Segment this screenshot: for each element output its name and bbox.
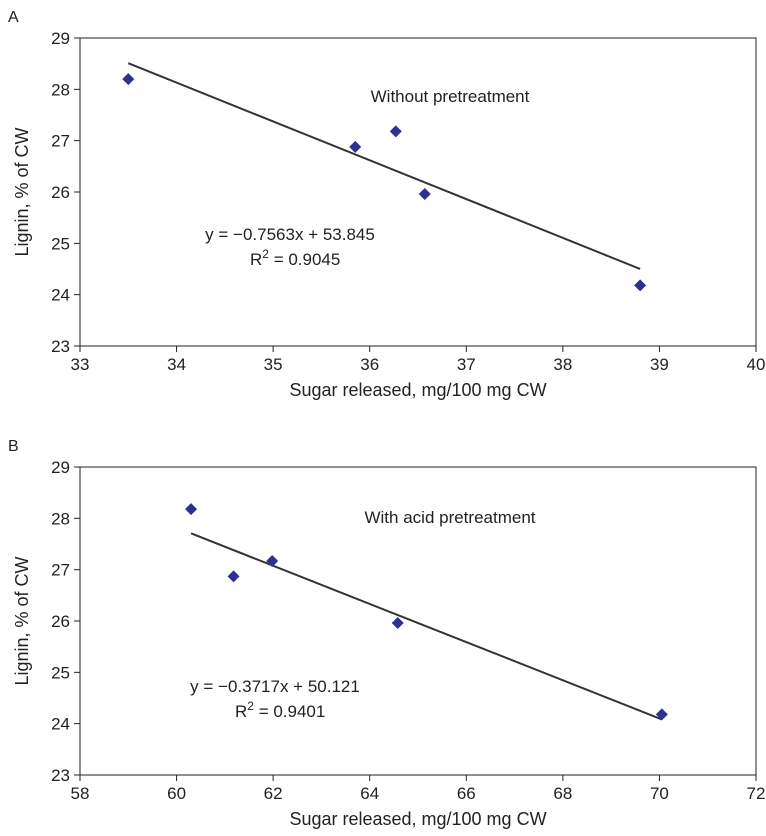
y-tick-label: 28 — [51, 80, 70, 99]
x-tick-label: 70 — [650, 784, 669, 803]
data-point — [266, 554, 279, 567]
pretreatment-annotation: Without pretreatment — [371, 87, 530, 106]
regression-equation: y = −0.7563x + 53.845 — [205, 225, 375, 244]
y-tick-label: 26 — [51, 612, 70, 631]
r-squared-label: R2 = 0.9045 — [250, 247, 340, 269]
y-tick-label: 25 — [51, 663, 70, 682]
x-tick-label: 68 — [553, 784, 572, 803]
data-point — [227, 570, 240, 583]
x-tick-label: 40 — [747, 355, 766, 374]
y-tick-label: 23 — [51, 766, 70, 785]
y-tick-label: 26 — [51, 183, 70, 202]
x-axis-label: Sugar released, mg/100 mg CW — [289, 380, 546, 400]
data-point — [349, 140, 362, 153]
x-tick-label: 62 — [264, 784, 283, 803]
y-axis-label: Lignin, % of CW — [12, 127, 32, 256]
x-tick-label: 33 — [71, 355, 90, 374]
data-point — [391, 617, 404, 630]
y-tick-label: 27 — [51, 561, 70, 580]
chart-panel-a: A 23 24 25 26 27 28 29 33 34 35 36 37 38 39 40 Sugar rel… — [8, 9, 765, 400]
x-tick-label: 72 — [747, 784, 766, 803]
data-point — [389, 125, 402, 138]
y-tick-label: 23 — [51, 337, 70, 356]
x-tick-label: 35 — [264, 355, 283, 374]
chart-panel-b: B 23 24 25 26 27 28 29 58 60 62 64 66 68 70 72 Sugar rel… — [8, 438, 765, 829]
trend-line — [190, 532, 663, 721]
data-point — [655, 708, 668, 721]
x-tick-label: 60 — [167, 784, 186, 803]
y-tick-label: 24 — [51, 286, 70, 305]
data-point — [185, 503, 198, 516]
y-tick-label: 28 — [51, 509, 70, 528]
data-point — [418, 188, 431, 201]
panel-label: B — [8, 438, 19, 455]
x-tick-label: 36 — [360, 355, 379, 374]
x-tick-label: 37 — [457, 355, 476, 374]
x-tick-label: 39 — [650, 355, 669, 374]
r-squared-symbol: R — [235, 702, 247, 721]
regression-equation: y = −0.3717x + 50.121 — [190, 677, 360, 696]
x-tick-label: 66 — [457, 784, 476, 803]
r-squared-label: R2 = 0.9401 — [235, 699, 325, 721]
r-squared-value: = 0.9045 — [269, 250, 340, 269]
r-squared-superscript: 2 — [247, 699, 254, 713]
r-squared-superscript: 2 — [262, 247, 269, 261]
trend-line — [127, 62, 641, 270]
r-squared-value: = 0.9401 — [254, 702, 325, 721]
r-squared-symbol: R — [250, 250, 262, 269]
y-tick-label: 29 — [51, 458, 70, 477]
y-tick-label: 25 — [51, 234, 70, 253]
pretreatment-annotation: With acid pretreatment — [364, 508, 535, 527]
x-tick-label: 58 — [71, 784, 90, 803]
x-tick-label: 38 — [553, 355, 572, 374]
data-point — [122, 73, 135, 86]
y-axis-label: Lignin, % of CW — [12, 556, 32, 685]
y-tick-label: 24 — [51, 715, 70, 734]
x-tick-label: 34 — [167, 355, 186, 374]
data-point — [634, 279, 647, 292]
y-tick-label: 29 — [51, 29, 70, 48]
panel-label: A — [8, 9, 19, 26]
y-tick-label: 27 — [51, 132, 70, 151]
x-tick-label: 64 — [360, 784, 379, 803]
x-axis-label: Sugar released, mg/100 mg CW — [289, 809, 546, 829]
